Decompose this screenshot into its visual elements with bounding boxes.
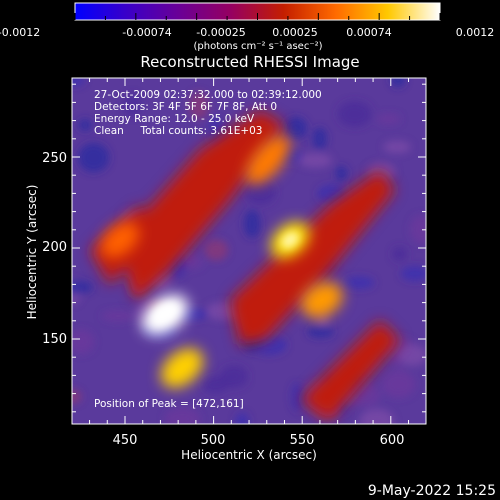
texture-patch	[398, 344, 426, 366]
texture-patch	[335, 165, 348, 181]
peak-core	[153, 303, 177, 323]
orange-streak-upper	[245, 135, 291, 185]
colorbar-tick-label: -0.00074	[122, 26, 171, 39]
colorbar-units: (photons cm⁻² s⁻¹ asec⁻²)	[193, 41, 322, 52]
texture-patch	[376, 113, 401, 124]
orange-streak-left	[100, 222, 140, 258]
bright-blob-right	[301, 282, 343, 318]
texture-patch	[312, 127, 328, 150]
x-axis-label: Heliocentric X (arcsec)	[181, 448, 317, 462]
texture-patch	[202, 376, 229, 394]
texture-patch	[307, 325, 334, 338]
texture-patch	[409, 215, 426, 245]
date-stamp: 9-May-2022 15:25	[368, 483, 496, 499]
info-energy-range: Energy Range: 12.0 - 25.0 keV	[94, 113, 255, 125]
colorbar-tick-label: -0.00025	[196, 26, 245, 39]
texture-patch	[381, 370, 416, 398]
colorbar-tick-label: 0.00074	[346, 26, 392, 39]
texture-patch	[123, 93, 142, 117]
texture-patch	[101, 310, 136, 322]
texture-patch	[245, 179, 276, 205]
x-tick-label: 550	[290, 433, 315, 448]
info-detectors: Detectors: 3F 4F 5F 6F 7F 8F, Att 0	[94, 101, 277, 113]
colorbar-tick-label: 0.0012	[456, 26, 495, 39]
texture-patch	[164, 407, 201, 424]
texture-patch	[72, 389, 82, 404]
texture-patch	[284, 116, 308, 139]
texture-patch	[72, 280, 93, 295]
y-axis-label: Heliocentric Y (arcsec)	[25, 185, 39, 320]
peak-position: Position of Peak = [472,161]	[94, 398, 244, 410]
center-core	[281, 231, 299, 249]
info-time-range: 27-Oct-2009 02:37:32.000 to 02:39:12.000	[94, 89, 322, 101]
texture-patch	[392, 246, 408, 262]
texture-patch	[344, 276, 375, 289]
texture-patch	[298, 153, 332, 168]
texture-patch	[77, 142, 110, 173]
texture-patch	[337, 101, 372, 128]
bright-blob-lower	[160, 348, 204, 388]
red-streak-bottom	[300, 320, 400, 420]
x-tick-label: 450	[113, 433, 138, 448]
texture-patch	[400, 265, 426, 282]
texture-patch	[188, 91, 209, 120]
red-streak-diagonal	[120, 110, 285, 300]
y-tick-label: 200	[42, 240, 67, 255]
axis-ticks	[72, 78, 426, 424]
info-clean-counts: Clean Total counts: 3.61E+03	[94, 125, 263, 137]
texture-patch	[204, 239, 229, 261]
colorbar-tick-label: -0.0012	[0, 26, 40, 39]
y-tick-label: 250	[42, 151, 67, 166]
x-tick-label: 500	[201, 433, 226, 448]
colorbar-tick-label: 0.00025	[272, 26, 318, 39]
red-streak-diagonal-right	[230, 170, 395, 345]
rhessi-image	[72, 78, 426, 424]
texture-patch	[206, 302, 237, 321]
texture-patch	[359, 408, 395, 424]
texture-patch	[383, 140, 411, 154]
x-tick-label: 600	[380, 433, 405, 448]
plot-title: Reconstructed RHESSI Image	[140, 53, 359, 71]
texture-patch	[243, 209, 261, 238]
texture-patch	[291, 383, 304, 412]
texture-patch	[78, 118, 93, 132]
texture-patch	[235, 412, 250, 424]
texture-patch	[390, 78, 406, 88]
colorbar-ticks	[74, 13, 441, 20]
y-tick-label: 150	[42, 332, 67, 347]
texture-patch	[72, 329, 95, 354]
